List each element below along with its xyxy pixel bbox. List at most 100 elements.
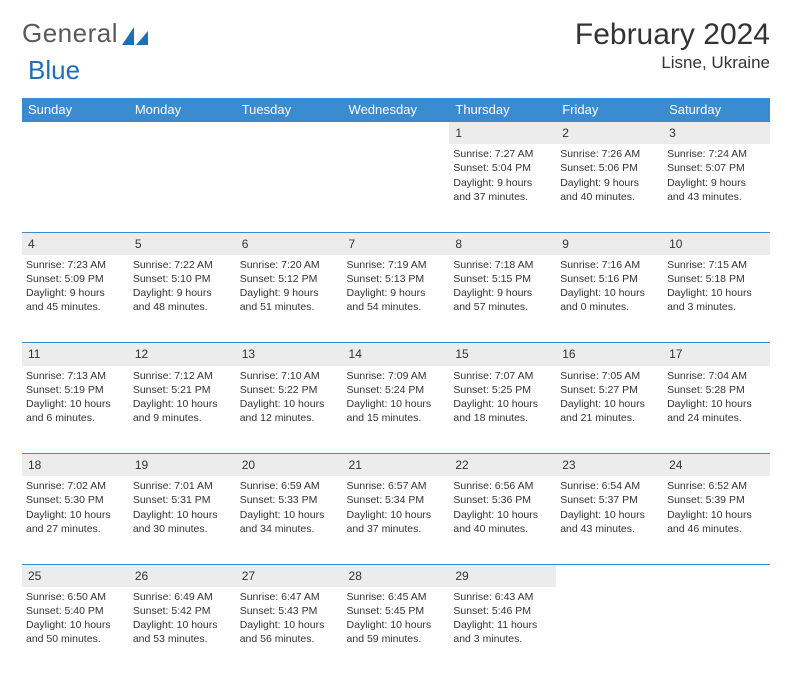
day-detail-cell: Sunrise: 7:05 AMSunset: 5:27 PMDaylight:…	[556, 366, 663, 454]
weekday-header: Friday	[556, 98, 663, 122]
day-detail-line: Daylight: 9 hours	[240, 286, 339, 300]
day-detail-line: Sunset: 5:04 PM	[453, 161, 552, 175]
day-detail-line: Sunrise: 7:24 AM	[667, 147, 766, 161]
day-detail-line: Daylight: 10 hours	[667, 508, 766, 522]
day-detail-line: Sunrise: 7:23 AM	[26, 258, 125, 272]
day-detail-line: and 12 minutes.	[240, 411, 339, 425]
day-detail-cell: Sunrise: 6:45 AMSunset: 5:45 PMDaylight:…	[343, 587, 450, 675]
day-detail-line: Sunrise: 7:27 AM	[453, 147, 552, 161]
day-detail-line: and 37 minutes.	[347, 522, 446, 536]
weekday-header: Monday	[129, 98, 236, 122]
day-detail-line: Daylight: 10 hours	[26, 618, 125, 632]
day-detail-line: Daylight: 10 hours	[26, 508, 125, 522]
day-detail-cell: Sunrise: 6:43 AMSunset: 5:46 PMDaylight:…	[449, 587, 556, 675]
day-detail-cell: Sunrise: 7:13 AMSunset: 5:19 PMDaylight:…	[22, 366, 129, 454]
day-number-cell: 29	[449, 564, 556, 587]
day-detail-line: and 57 minutes.	[453, 300, 552, 314]
day-detail-line: Daylight: 10 hours	[347, 397, 446, 411]
day-detail-line: Daylight: 9 hours	[560, 176, 659, 190]
day-number-cell	[556, 564, 663, 587]
day-number-cell: 8	[449, 232, 556, 255]
day-detail-line: Daylight: 10 hours	[347, 618, 446, 632]
day-detail-cell: Sunrise: 7:23 AMSunset: 5:09 PMDaylight:…	[22, 255, 129, 343]
day-number-cell: 24	[663, 454, 770, 477]
day-detail-cell: Sunrise: 6:59 AMSunset: 5:33 PMDaylight:…	[236, 476, 343, 564]
day-detail-line: Sunrise: 7:13 AM	[26, 369, 125, 383]
day-number-cell	[129, 122, 236, 145]
day-number-cell: 18	[22, 454, 129, 477]
day-detail-cell	[22, 144, 129, 232]
day-detail-line: Sunrise: 6:52 AM	[667, 479, 766, 493]
day-detail-line: Sunrise: 6:54 AM	[560, 479, 659, 493]
day-detail-line: Sunrise: 7:12 AM	[133, 369, 232, 383]
day-detail-cell	[129, 144, 236, 232]
day-detail-line: Daylight: 10 hours	[453, 397, 552, 411]
day-detail-line: and 34 minutes.	[240, 522, 339, 536]
day-detail-cell: Sunrise: 7:01 AMSunset: 5:31 PMDaylight:…	[129, 476, 236, 564]
day-detail-line: Sunrise: 6:57 AM	[347, 479, 446, 493]
day-detail-line: Sunrise: 7:10 AM	[240, 369, 339, 383]
day-detail-line: and 27 minutes.	[26, 522, 125, 536]
day-detail-cell: Sunrise: 7:20 AMSunset: 5:12 PMDaylight:…	[236, 255, 343, 343]
day-detail-line: Daylight: 10 hours	[560, 508, 659, 522]
day-number-cell: 27	[236, 564, 343, 587]
day-detail-line: Sunrise: 7:20 AM	[240, 258, 339, 272]
day-number-cell: 15	[449, 343, 556, 366]
day-number-cell: 23	[556, 454, 663, 477]
day-detail-line: and 43 minutes.	[560, 522, 659, 536]
day-detail-line: Sunset: 5:10 PM	[133, 272, 232, 286]
day-detail-line: Sunrise: 6:47 AM	[240, 590, 339, 604]
day-detail-line: Sunset: 5:18 PM	[667, 272, 766, 286]
day-detail-line: Sunrise: 7:07 AM	[453, 369, 552, 383]
day-detail-line: Sunset: 5:31 PM	[133, 493, 232, 507]
day-detail-line: Sunset: 5:12 PM	[240, 272, 339, 286]
detail-row: Sunrise: 7:02 AMSunset: 5:30 PMDaylight:…	[22, 476, 770, 564]
day-detail-cell: Sunrise: 6:54 AMSunset: 5:37 PMDaylight:…	[556, 476, 663, 564]
day-detail-line: Daylight: 10 hours	[667, 286, 766, 300]
day-detail-line: Daylight: 9 hours	[347, 286, 446, 300]
day-detail-line: Sunset: 5:21 PM	[133, 383, 232, 397]
day-detail-line: Sunrise: 7:19 AM	[347, 258, 446, 272]
day-detail-line: Sunset: 5:22 PM	[240, 383, 339, 397]
day-detail-cell: Sunrise: 7:16 AMSunset: 5:16 PMDaylight:…	[556, 255, 663, 343]
day-detail-line: Daylight: 9 hours	[133, 286, 232, 300]
daynum-row: 11121314151617	[22, 343, 770, 366]
day-detail-line: Daylight: 10 hours	[240, 618, 339, 632]
day-detail-cell: Sunrise: 7:07 AMSunset: 5:25 PMDaylight:…	[449, 366, 556, 454]
day-detail-cell: Sunrise: 7:27 AMSunset: 5:04 PMDaylight:…	[449, 144, 556, 232]
day-detail-line: Sunset: 5:36 PM	[453, 493, 552, 507]
day-number-cell: 21	[343, 454, 450, 477]
day-detail-line: and 43 minutes.	[667, 190, 766, 204]
day-detail-line: Sunset: 5:07 PM	[667, 161, 766, 175]
day-number-cell: 9	[556, 232, 663, 255]
day-detail-cell: Sunrise: 6:49 AMSunset: 5:42 PMDaylight:…	[129, 587, 236, 675]
day-detail-line: Sunrise: 6:45 AM	[347, 590, 446, 604]
day-number-cell	[343, 122, 450, 145]
day-detail-line: and 24 minutes.	[667, 411, 766, 425]
day-number-cell: 4	[22, 232, 129, 255]
day-detail-line: Sunset: 5:25 PM	[453, 383, 552, 397]
day-detail-cell: Sunrise: 6:50 AMSunset: 5:40 PMDaylight:…	[22, 587, 129, 675]
day-number-cell: 16	[556, 343, 663, 366]
day-number-cell	[236, 122, 343, 145]
day-detail-line: Daylight: 10 hours	[667, 397, 766, 411]
day-detail-cell: Sunrise: 7:15 AMSunset: 5:18 PMDaylight:…	[663, 255, 770, 343]
day-detail-line: Daylight: 9 hours	[453, 286, 552, 300]
day-detail-cell: Sunrise: 7:24 AMSunset: 5:07 PMDaylight:…	[663, 144, 770, 232]
day-detail-line: Daylight: 10 hours	[133, 618, 232, 632]
day-number-cell: 3	[663, 122, 770, 145]
day-detail-line: Sunrise: 7:05 AM	[560, 369, 659, 383]
day-detail-line: Sunset: 5:13 PM	[347, 272, 446, 286]
day-number-cell: 14	[343, 343, 450, 366]
day-detail-line: and 21 minutes.	[560, 411, 659, 425]
day-detail-line: Sunset: 5:34 PM	[347, 493, 446, 507]
day-detail-cell	[556, 587, 663, 675]
day-detail-line: Sunset: 5:16 PM	[560, 272, 659, 286]
day-detail-line: Sunrise: 7:04 AM	[667, 369, 766, 383]
detail-row: Sunrise: 7:27 AMSunset: 5:04 PM Daylight:…	[22, 144, 770, 232]
weekday-header: Sunday	[22, 98, 129, 122]
day-detail-cell: Sunrise: 6:52 AMSunset: 5:39 PMDaylight:…	[663, 476, 770, 564]
day-detail-line: and 3 minutes.	[453, 632, 552, 646]
day-detail-line: and 30 minutes.	[133, 522, 232, 536]
day-detail-cell: Sunrise: 7:19 AMSunset: 5:13 PMDaylight:…	[343, 255, 450, 343]
